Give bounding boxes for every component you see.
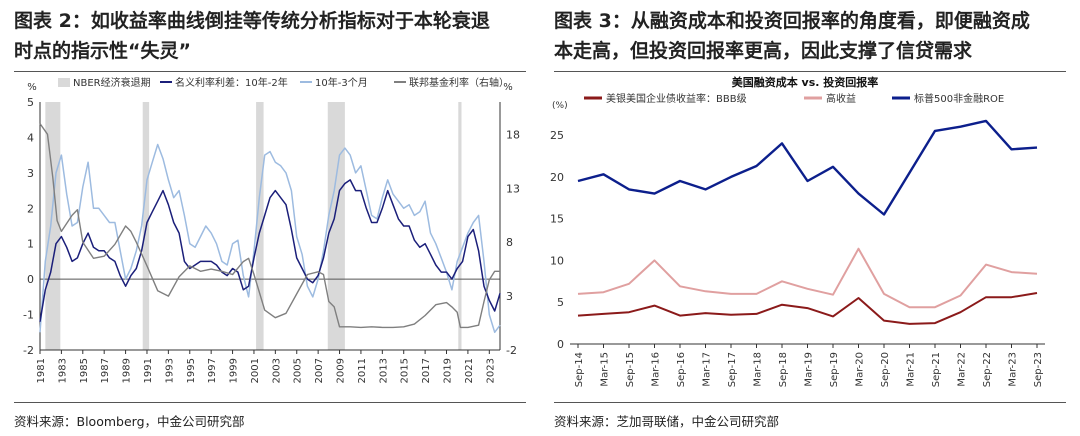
x-tick-10: 2001 [250,358,261,383]
x-tick-19: 2019 [443,358,454,383]
y-unit: (%) [552,101,568,111]
series-line-1 [577,247,1038,309]
legend-swatch-0 [58,78,70,87]
x-tick-17: Mar-23 [1008,352,1019,387]
left-y-tick-0: -2 [23,344,34,357]
x-tick-6: 1993 [164,358,175,383]
right-y-tick-3: 13 [506,182,520,195]
left-y-tick-4: 2 [27,202,34,215]
x-tick-7: 1995 [186,358,197,383]
legend-label-2: 10年-3个月 [315,76,368,89]
right-title-line2: 本走高，但投资回报率更高，因此支撑了信贷需求 [554,40,973,62]
right-figure: 图表 3：从融资成本和投资回报率的角度看，即便融资成 本走高，但投资回报率更高，… [540,0,1080,436]
x-tick-6: Sep-17 [727,352,738,387]
x-tick-4: Sep-16 [676,352,687,387]
x-tick-15: Mar-22 [957,352,968,387]
y-tick-0: 0 [557,338,564,351]
x-tick-16: Sep-22 [982,352,993,387]
right-y-tick-4: 18 [506,128,520,141]
left-y-tick-3: 1 [27,238,34,251]
x-tick-8: Sep-18 [778,352,789,387]
x-tick-12: 2005 [293,358,304,383]
series-line-0 [39,179,501,322]
right-y-tick-2: 8 [506,236,513,249]
right-figure-title: 图表 3：从融资成本和投资回报率的角度看，即便融资成 本走高，但投资回报率更高，… [554,6,1074,66]
x-tick-15: 2011 [357,358,368,383]
left-y-tick-6: 4 [27,131,34,144]
x-tick-1: Mar-15 [600,352,611,387]
y-tick-3: 15 [550,213,564,226]
recession-band-2 [256,102,264,350]
x-tick-2: Sep-15 [625,352,636,387]
right-source-rule [554,402,1066,403]
x-tick-0: Sep-14 [574,352,585,387]
x-tick-17: 2015 [400,358,411,383]
x-tick-0: 1981 [36,358,47,383]
x-tick-14: 2009 [336,358,347,383]
right-y-tick-0: -2 [506,344,517,357]
y-tick-4: 20 [550,171,564,184]
right-title-rule [554,71,1066,72]
x-tick-8: 1997 [207,358,218,383]
series-line-0 [577,292,1038,325]
recession-band-4 [458,102,462,350]
left-title-line2: 时点的指示性“失灵” [14,40,191,62]
x-tick-5: Mar-17 [702,352,713,387]
x-tick-9: Mar-19 [804,352,815,387]
right-chart: 美国融资成本 vs. 投资回报率 (%) 美银美国企业债收益率：BBB级 高收益 标普5… [550,75,1045,387]
legend-label-0: 美银美国企业债收益率：BBB级 [606,92,747,105]
x-tick-16: 2013 [378,358,389,383]
legend-label-3: 联邦基金利率（右轴） [409,76,509,89]
right-y-unit: % [503,82,513,93]
x-tick-9: 1999 [229,358,240,383]
x-tick-14: Sep-21 [931,352,942,387]
y-tick-1: 5 [557,296,564,309]
left-y-unit: % [27,82,37,93]
x-tick-3: Mar-16 [651,352,662,387]
left-y-tick-1: -1 [23,309,34,322]
legend-label-0: NBER经济衰退期 [73,76,151,89]
x-tick-7: Mar-18 [753,352,764,387]
x-tick-18: 2017 [421,358,432,383]
left-figure-title: 图表 2：如收益率曲线倒挂等传统分析指标对于本轮衰退 时点的指示性“失灵” [14,6,534,66]
right-title-line1: 图表 3：从融资成本和投资回报率的角度看，即便融资成 [554,10,1030,32]
recession-band-0 [45,102,61,350]
x-tick-13: Mar-21 [906,352,917,387]
series-line-2 [39,123,500,329]
right-source: 资料来源：芝加哥联储，中金公司研究部 [554,414,780,429]
left-title-rule [14,71,526,72]
series-line-1 [39,143,501,334]
x-tick-11: Mar-20 [855,352,866,387]
x-tick-12: Sep-20 [880,352,891,387]
x-tick-20: 2021 [464,358,475,383]
chart-title: 美国融资成本 vs. 投资回报率 [732,75,879,89]
x-tick-18: Sep-23 [1033,352,1044,387]
legend-label-1: 高收益 [826,92,856,105]
right-y-tick-1: 3 [506,290,513,303]
left-y-tick-5: 3 [27,167,34,180]
x-tick-3: 1987 [100,358,111,383]
left-figure: 图表 2：如收益率曲线倒挂等传统分析指标对于本轮衰退 时点的指示性“失灵” %%… [14,6,534,429]
x-tick-1: 1983 [57,358,68,383]
x-tick-2: 1985 [79,358,90,383]
left-title-line1: 图表 2：如收益率曲线倒挂等传统分析指标对于本轮衰退 [14,10,490,32]
left-y-tick-7: 5 [27,96,34,109]
recession-band-3 [327,102,345,350]
x-tick-13: 2007 [314,358,325,383]
left-source-rule [14,402,526,403]
left-y-tick-2: 0 [27,273,34,286]
y-tick-5: 25 [550,129,564,142]
left-chart: % % -2 -1 0 1 2 3 4 5 -2 3 8 13 18 1981 1983 1985 1987 1989… [23,76,520,383]
x-tick-11: 2003 [271,358,282,383]
x-tick-4: 1989 [122,358,133,383]
legend-label-1: 名义利率利差：10年-2年 [175,76,288,89]
left-source: 资料来源：Bloomberg，中金公司研究部 [14,414,245,429]
series-line-2 [577,119,1038,216]
x-tick-21: 2023 [485,358,496,383]
x-tick-10: Sep-19 [829,352,840,387]
x-tick-5: 1991 [143,358,154,383]
legend-label-2: 标普500非金融ROE [914,92,1004,105]
y-tick-2: 10 [550,254,564,267]
